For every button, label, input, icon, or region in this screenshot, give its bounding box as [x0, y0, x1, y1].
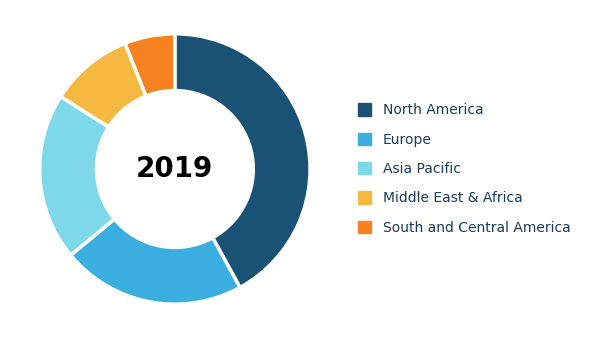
Text: 2019: 2019	[136, 155, 213, 183]
Wedge shape	[125, 34, 175, 96]
Legend: North America, Europe, Asia Pacific, Middle East & Africa, South and Central Ame: North America, Europe, Asia Pacific, Mid…	[358, 103, 570, 235]
Wedge shape	[61, 43, 146, 127]
Wedge shape	[40, 97, 115, 255]
Wedge shape	[175, 34, 310, 288]
Wedge shape	[71, 219, 240, 304]
